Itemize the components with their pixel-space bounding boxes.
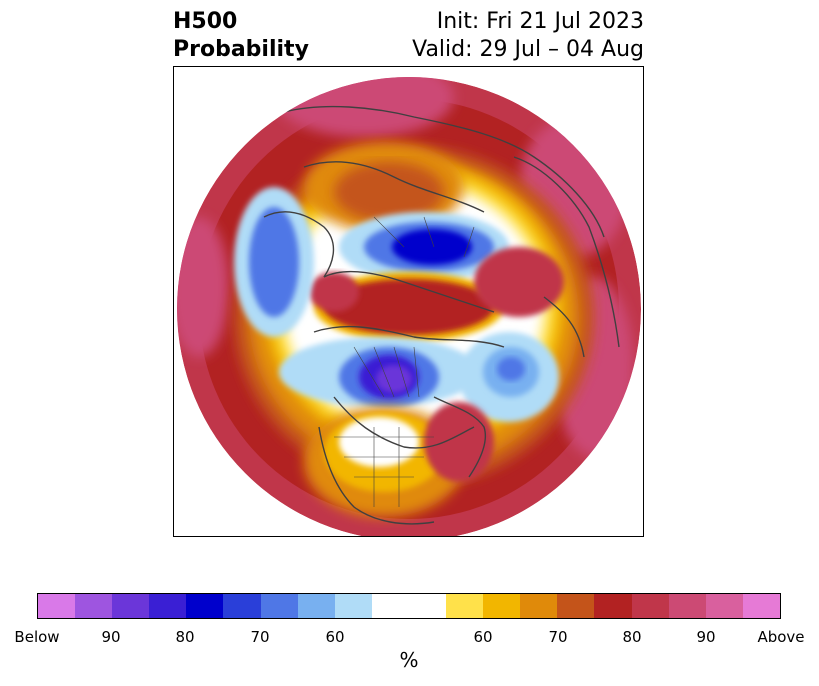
init-date-label: Init: Fri 21 Jul 2023 <box>436 9 644 34</box>
colorbar-swatch <box>408 594 447 618</box>
colorbar-unit-label: % <box>399 648 419 672</box>
colorbar-swatch <box>520 594 558 618</box>
colorbar-tick-label: 70 <box>548 628 568 646</box>
colorbar-tick-label: Above <box>757 628 805 646</box>
colorbar <box>37 593 781 619</box>
colorbar-tick-label: Below <box>14 628 60 646</box>
colorbar-tick-label: 70 <box>250 628 270 646</box>
colorbar-swatch <box>149 594 187 618</box>
colorbar-swatch <box>186 594 224 618</box>
colorbar-swatch <box>112 594 150 618</box>
colorbar-swatch <box>668 594 706 618</box>
colorbar-tick-label: 60 <box>325 628 345 646</box>
chart-title-right: Init: Fri 21 Jul 2023 Valid: 29 Jul – 04… <box>412 8 644 64</box>
product-label: Probability <box>173 37 309 62</box>
map-canvas <box>177 77 641 536</box>
colorbar-swatch <box>371 594 409 618</box>
anomaly-field <box>177 77 641 536</box>
colorbar-swatch <box>223 594 261 618</box>
colorbar-swatch <box>260 594 298 618</box>
colorbar-swatch <box>446 594 484 618</box>
colorbar-tick-label: 80 <box>622 628 642 646</box>
coastlines <box>263 105 620 525</box>
colorbar-swatch <box>742 594 780 618</box>
colorbar-tick-label: 90 <box>696 628 716 646</box>
colorbar-swatch <box>297 594 335 618</box>
probability-map <box>173 66 644 537</box>
colorbar-tick-label: 60 <box>473 628 493 646</box>
colorbar-swatch <box>75 594 113 618</box>
colorbar-swatch <box>705 594 743 618</box>
colorbar-swatch <box>38 594 76 618</box>
chart-title-left: H500 Probability <box>173 8 309 64</box>
colorbar-tick-label: 90 <box>101 628 121 646</box>
colorbar-swatch <box>594 594 632 618</box>
variable-label: H500 <box>173 9 238 34</box>
colorbar-swatch <box>557 594 595 618</box>
colorbar-swatch <box>483 594 521 618</box>
colorbar-swatch <box>334 594 372 618</box>
borders <box>334 216 475 507</box>
valid-period-label: Valid: 29 Jul – 04 Aug <box>412 37 644 62</box>
colorbar-tick-label: 80 <box>175 628 195 646</box>
colorbar-swatch <box>631 594 669 618</box>
